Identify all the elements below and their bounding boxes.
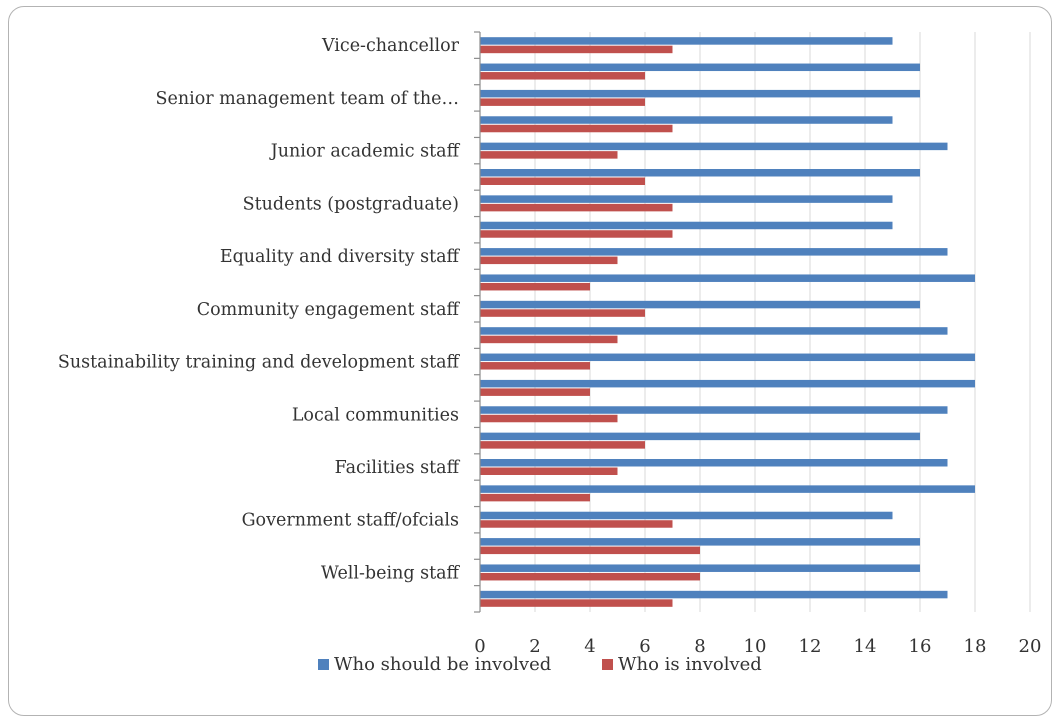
bar-is-involved [480, 230, 673, 238]
bar-is-involved [480, 72, 645, 80]
bar-should-be-involved [480, 485, 975, 493]
x-tick-label: 14 [854, 636, 877, 657]
bar-is-involved [480, 257, 618, 265]
bar-should-be-involved [480, 538, 920, 546]
bars [480, 37, 975, 607]
bar-is-involved [480, 204, 673, 212]
category-label: Students (postgraduate) [243, 194, 459, 214]
bar-is-involved [480, 362, 590, 370]
x-tick-label: 20 [1019, 636, 1042, 657]
bar-should-be-involved [480, 195, 893, 203]
bar-is-involved [480, 151, 618, 159]
category-label: Equality and diversity staff [220, 247, 461, 267]
bar-should-be-involved [480, 380, 975, 388]
bar-is-involved [480, 520, 673, 528]
legend: Who should be involved Who is involved [318, 654, 762, 675]
bar-is-involved [480, 388, 590, 396]
category-label: Facilities staff [335, 458, 461, 478]
category-label: Junior academic staff [269, 142, 461, 162]
bar-should-be-involved [480, 37, 893, 45]
bar-is-involved [480, 573, 700, 581]
bar-should-be-involved [480, 116, 893, 124]
category-label: Vice-chancellor [321, 36, 460, 56]
bar-is-involved [480, 336, 618, 344]
bar-is-involved [480, 178, 645, 186]
bar-is-involved [480, 468, 618, 476]
bar-is-involved [480, 46, 673, 54]
category-label: Government staff/of cials [242, 511, 459, 531]
bar-should-be-involved [480, 406, 948, 414]
bar-is-involved [480, 125, 673, 133]
bar-is-involved [480, 309, 645, 317]
category-label: Sustainability training and development … [58, 353, 461, 373]
bar-is-involved [480, 283, 590, 291]
bar-is-involved [480, 599, 673, 607]
bar-should-be-involved [480, 169, 920, 177]
category-label: Senior management team of the… [156, 89, 460, 109]
bar-is-involved [480, 494, 590, 502]
category-label: Local communities [292, 405, 459, 425]
bar-should-be-involved [480, 248, 948, 256]
bar-should-be-involved [480, 512, 893, 520]
bar-should-be-involved [480, 591, 948, 599]
bar-should-be-involved [480, 64, 920, 72]
legend-label-is: Who is involved [618, 654, 762, 675]
bar-should-be-involved [480, 222, 893, 230]
category-labels: Vice-chancellor Senior management team of… [58, 36, 461, 583]
bar-should-be-involved [480, 274, 975, 282]
x-tick-label: 4 [584, 636, 595, 657]
legend-swatch-should [318, 659, 329, 670]
bar-is-involved [480, 441, 645, 449]
legend-swatch-is [602, 659, 613, 670]
bar-should-be-involved [480, 433, 920, 441]
category-label: Community engagement staff [197, 300, 461, 320]
bar-should-be-involved [480, 459, 948, 467]
bar-should-be-involved [480, 143, 948, 151]
bar-should-be-involved [480, 90, 920, 98]
bar-should-be-involved [480, 564, 920, 572]
bar-should-be-involved [480, 354, 975, 362]
bar-is-involved [480, 415, 618, 423]
x-tick-label: 12 [799, 636, 822, 657]
category-label: Well-being staff [321, 563, 461, 583]
bar-is-involved [480, 547, 700, 555]
y-axis [474, 32, 480, 612]
x-tick-label: 16 [909, 636, 932, 657]
legend-label-should: Who should be involved [334, 654, 551, 675]
x-tick-label: 18 [964, 636, 987, 657]
bar-should-be-involved [480, 327, 948, 335]
bar-is-involved [480, 98, 645, 106]
bar-should-be-involved [480, 301, 920, 309]
